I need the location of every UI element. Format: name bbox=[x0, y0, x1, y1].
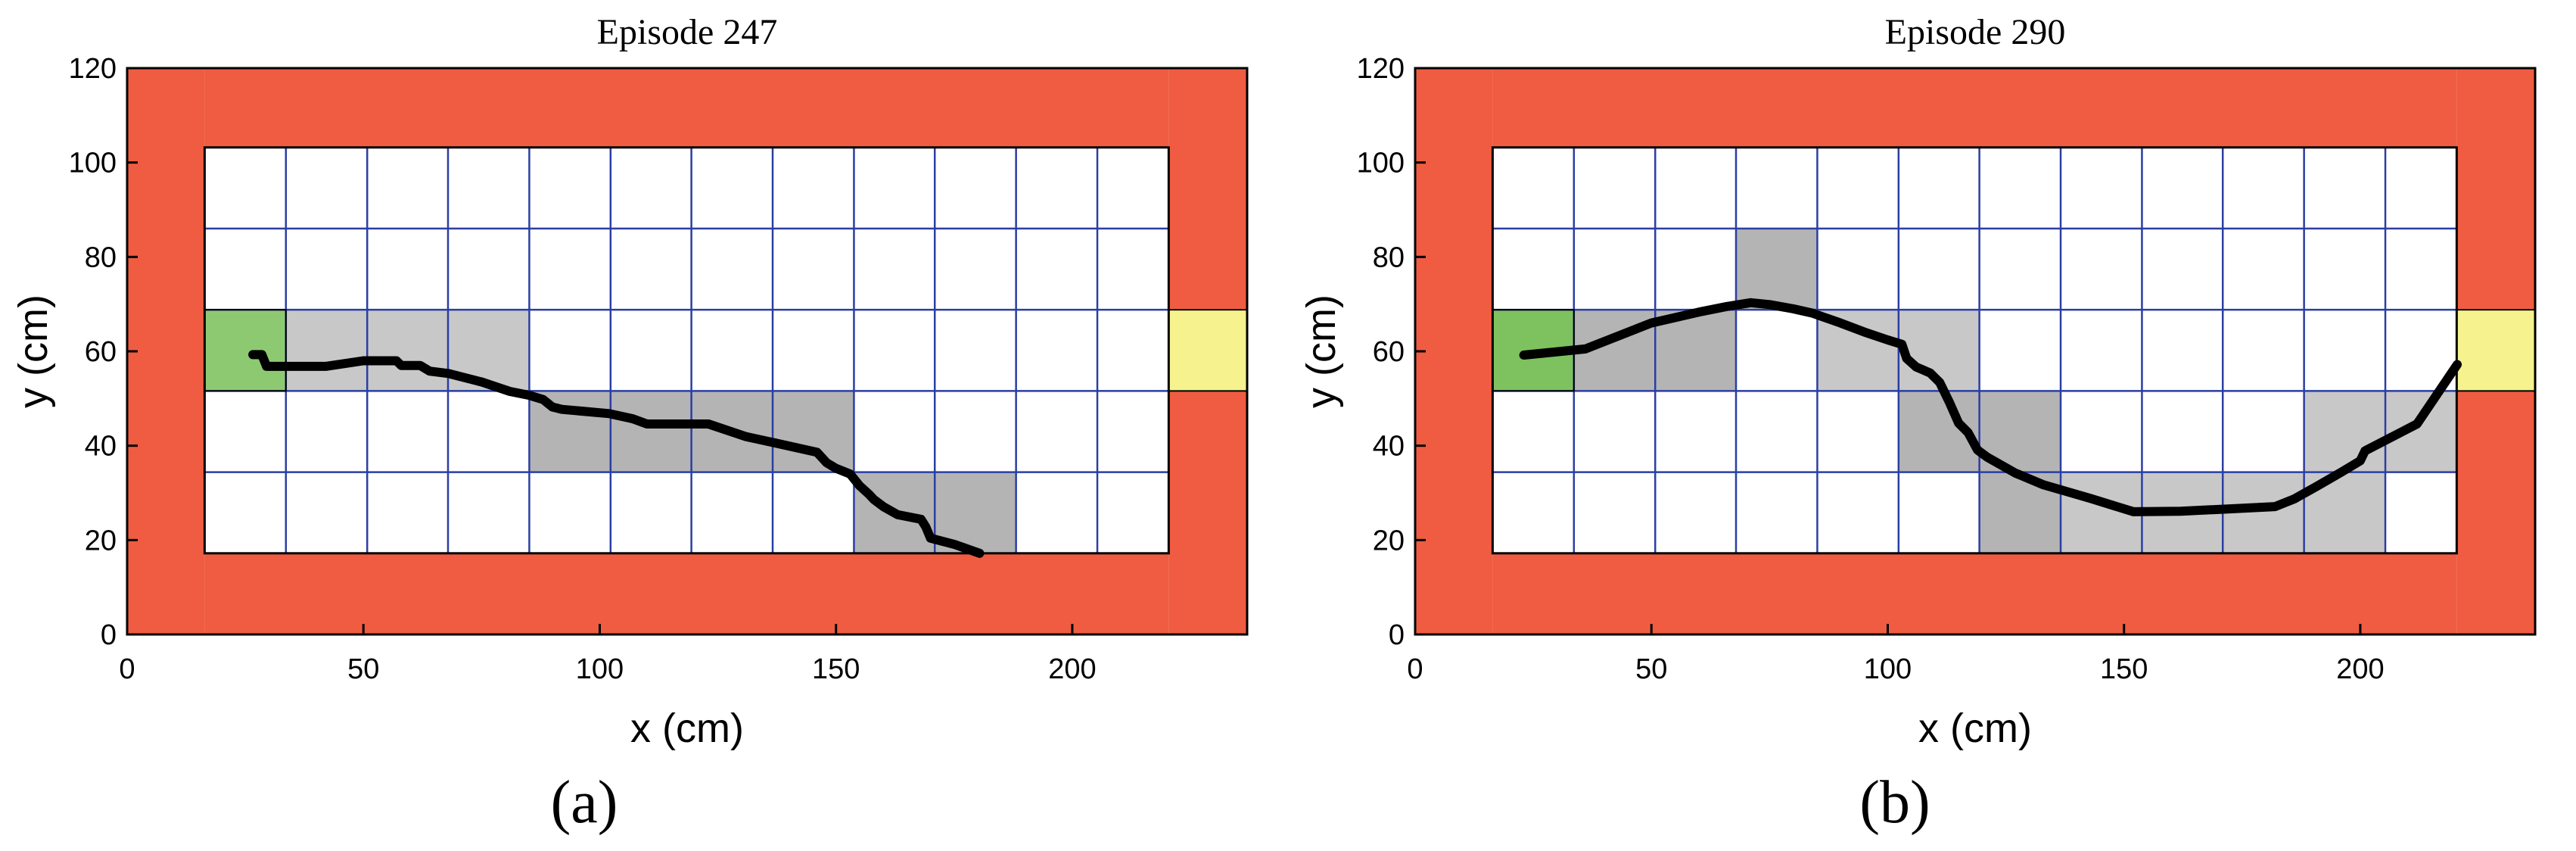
visited-cell bbox=[367, 310, 449, 391]
visited-cell bbox=[1736, 228, 1818, 310]
x-tick-label: 150 bbox=[812, 653, 860, 685]
y-tick-label: 40 bbox=[1373, 431, 1405, 463]
x-tick-label: 200 bbox=[2336, 653, 2384, 685]
visited-cell bbox=[285, 310, 368, 391]
y-axis-label: y (cm) bbox=[1299, 295, 1344, 408]
visited-cell bbox=[2304, 391, 2386, 472]
goal-cell bbox=[2456, 310, 2535, 391]
start-cell-outline bbox=[204, 309, 287, 392]
x-tick-label: 0 bbox=[119, 653, 135, 685]
visited-cell bbox=[773, 391, 854, 472]
x-tick-label: 50 bbox=[1635, 653, 1667, 685]
y-tick-label: 0 bbox=[101, 619, 117, 651]
x-axis-label: x (cm) bbox=[630, 706, 744, 751]
y-tick-label: 80 bbox=[85, 242, 117, 273]
y-tick-label: 120 bbox=[69, 53, 117, 85]
y-tick-label: 100 bbox=[1357, 148, 1405, 179]
wall-region bbox=[127, 68, 205, 634]
y-tick-label: 60 bbox=[1373, 336, 1405, 368]
goal-cell bbox=[1168, 310, 1247, 391]
chart-title: Episode 247 bbox=[597, 12, 778, 52]
x-tick-label: 0 bbox=[1407, 653, 1423, 685]
wall-region bbox=[1492, 68, 2457, 148]
panel-b: 0 50 100 150 200 0 20 40 60 80 100 120 Episode 290 x … bbox=[1288, 0, 2576, 851]
x-tick-label: 200 bbox=[1048, 653, 1096, 685]
y-tick-label: 40 bbox=[85, 431, 117, 463]
wall-region bbox=[1415, 68, 1493, 634]
y-tick-label: 0 bbox=[1389, 619, 1405, 651]
robot-trajectory-line bbox=[1519, 298, 2462, 516]
wall-region bbox=[1492, 553, 2457, 634]
x-tick-label: 100 bbox=[576, 653, 624, 685]
chart-title: Episode 290 bbox=[1885, 12, 2066, 52]
panel-label-b: (b) bbox=[1859, 769, 1930, 836]
y-tick-label: 60 bbox=[85, 336, 117, 368]
robot-trajectory-line bbox=[248, 350, 985, 558]
y-tick-label: 80 bbox=[1373, 242, 1405, 273]
start-cell bbox=[204, 310, 286, 391]
chart-episode-b: 0 50 100 150 200 0 20 40 60 80 100 120 Episode 290 x … bbox=[1299, 12, 2537, 751]
y-axis-label: y (cm) bbox=[11, 295, 56, 408]
panel-label-a: (a) bbox=[550, 769, 618, 836]
wall-region bbox=[204, 553, 1169, 634]
y-tick-label: 120 bbox=[1357, 53, 1405, 85]
wall-region bbox=[204, 68, 1169, 148]
x-tick-label: 100 bbox=[1864, 653, 1912, 685]
y-tick-label: 20 bbox=[1373, 525, 1405, 556]
x-tick-label: 150 bbox=[2100, 653, 2148, 685]
y-tick-label: 20 bbox=[85, 525, 117, 556]
chart-episode-a: 0 50 100 150 200 0 20 40 60 80 100 120 Episode 247 x … bbox=[11, 12, 1249, 751]
y-tick-label: 100 bbox=[69, 148, 117, 179]
panel-a: 0 50 100 150 200 0 20 40 60 80 100 120 Episode 247 x … bbox=[11, 12, 1249, 836]
x-tick-label: 50 bbox=[347, 653, 379, 685]
x-axis-label: x (cm) bbox=[1918, 706, 2032, 751]
visited-cell bbox=[610, 391, 692, 472]
